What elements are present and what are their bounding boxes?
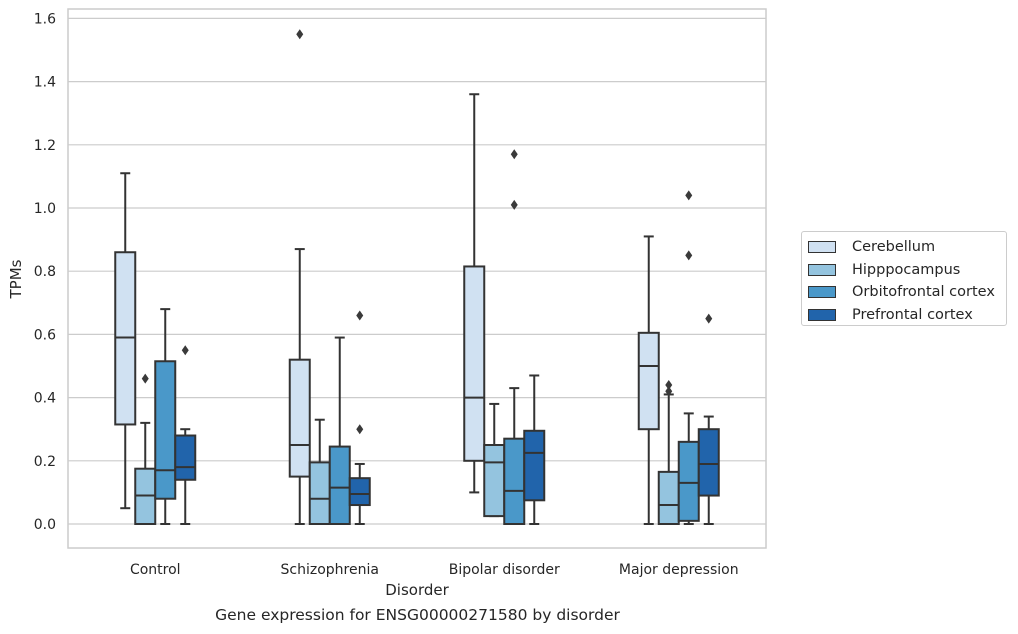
- x-tick-label: Control: [130, 562, 181, 578]
- box-2-4: [657, 379, 680, 525]
- outlier-point: [356, 424, 364, 435]
- y-tick-label: 1.0: [34, 201, 56, 217]
- box-iqr: [328, 445, 351, 525]
- box-iqr: [657, 470, 680, 525]
- plot-frame: [67, 8, 767, 549]
- legend-label: Hipppocampus: [852, 261, 961, 278]
- box-1-2: [288, 29, 311, 525]
- box-1-3: [463, 93, 486, 494]
- box-iqr: [174, 434, 197, 481]
- box-iqr: [637, 331, 660, 431]
- outlier-point: [665, 386, 673, 397]
- box-iqr: [154, 360, 177, 500]
- legend-item-prefrontal-cortex: Prefrontal cortex: [808, 304, 1006, 327]
- box-iqr: [288, 358, 311, 478]
- x-tick-label: Major depression: [619, 562, 739, 578]
- box-2-1: [134, 373, 157, 526]
- outlier-point: [356, 310, 364, 321]
- box-plots: [114, 29, 720, 526]
- chart-caption: Gene expression for ENSG00000271580 by d…: [215, 606, 620, 624]
- y-axis-label: TPMs: [7, 259, 25, 299]
- box-2-3: [483, 402, 506, 518]
- box-iqr: [677, 440, 700, 522]
- y-tick-label: 0.4: [34, 391, 56, 407]
- outlier-point: [510, 199, 518, 210]
- legend-item-hippocampus: Hipppocampus: [808, 259, 1006, 282]
- y-tick-label: 0.2: [34, 454, 56, 470]
- box-4-3: [523, 374, 546, 525]
- box-iqr: [308, 461, 331, 526]
- legend-label: Cerebellum: [852, 239, 936, 256]
- y-tick-label: 0.8: [34, 264, 56, 280]
- box-4-4: [697, 313, 720, 525]
- x-tick-label: Schizophrenia: [281, 562, 379, 578]
- outlier-point: [685, 250, 693, 261]
- legend-item-cerebellum: Cerebellum: [808, 236, 1006, 259]
- outlier-point: [181, 345, 189, 356]
- box-3-4: [677, 190, 700, 525]
- y-tick-label: 1.6: [34, 11, 56, 27]
- outlier-point: [296, 29, 304, 40]
- box-3-1: [154, 308, 177, 525]
- y-tick-label: 1.4: [34, 75, 56, 91]
- legend-label: Orbitofrontal cortex: [852, 284, 995, 301]
- y-tick-label: 0.0: [34, 517, 56, 533]
- x-axis-label: Disorder: [385, 581, 449, 599]
- y-tick-label: 0.6: [34, 327, 56, 343]
- box-3-2: [328, 336, 351, 525]
- box-iqr: [697, 428, 720, 497]
- box-2-2: [308, 418, 331, 526]
- box-iqr: [523, 429, 546, 502]
- y-tick-label: 1.2: [34, 138, 56, 154]
- box-iqr: [503, 437, 526, 525]
- legend-label: Prefrontal cortex: [852, 306, 973, 323]
- legend: Cerebellum Hipppocampus Orbitofrontal co…: [801, 231, 1007, 326]
- legend-swatch: [808, 241, 836, 254]
- outlier-point: [705, 313, 713, 324]
- box-1-1: [114, 172, 137, 510]
- x-tick-labels: Control Schizophrenia Bipolar disorder Majo…: [130, 562, 739, 578]
- legend-swatch: [808, 286, 836, 299]
- outlier-point: [685, 190, 693, 201]
- legend-swatch: [808, 263, 836, 276]
- box-1-4: [637, 235, 660, 525]
- legend-swatch: [808, 308, 836, 321]
- legend-item-orbitofrontal-cortex: Orbitofrontal cortex: [808, 281, 1006, 304]
- outlier-point: [665, 379, 673, 390]
- x-tick-label: Bipolar disorder: [449, 562, 560, 578]
- box-iqr: [348, 477, 371, 507]
- box-4-1: [174, 345, 197, 525]
- box-3-3: [503, 149, 526, 525]
- box-iqr: [483, 444, 506, 518]
- outlier-point: [141, 373, 149, 384]
- y-tick-labels: 0.0 0.2 0.4 0.6 0.8 1.0 1.2 1.4 1.6: [34, 11, 56, 533]
- box-iqr: [463, 265, 486, 462]
- box-4-2: [348, 310, 371, 525]
- outlier-point: [510, 149, 518, 160]
